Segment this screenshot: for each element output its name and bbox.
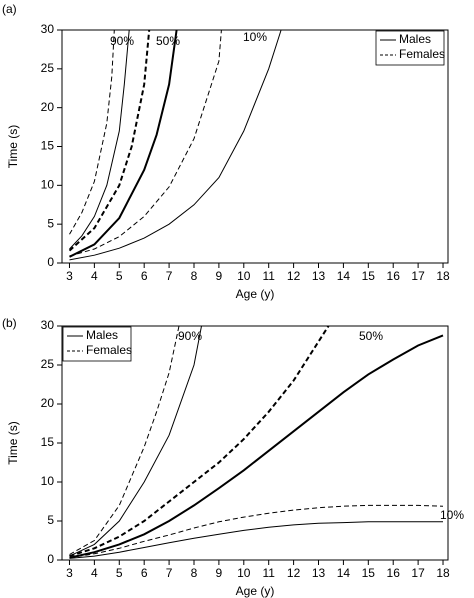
x-tick-label: 8 <box>191 566 198 580</box>
annotation: 50% <box>359 329 383 343</box>
data-line <box>69 325 330 558</box>
x-axis-label: Age (y) <box>236 584 275 598</box>
data-line <box>69 325 202 557</box>
x-tick-label: 5 <box>116 566 123 580</box>
y-tick-label: 30 <box>41 318 55 332</box>
y-tick-label: 25 <box>41 357 55 371</box>
annotation: 10% <box>440 508 464 522</box>
x-tick-label: 18 <box>436 566 450 580</box>
x-tick-label: 3 <box>66 269 73 283</box>
y-tick-label: 5 <box>47 216 54 230</box>
data-line <box>69 29 282 261</box>
x-tick-label: 4 <box>91 269 98 283</box>
y-tick-label: 5 <box>47 513 54 527</box>
panel-title: (a) <box>2 2 17 16</box>
annotation: 50% <box>156 34 180 48</box>
legend-label: Males <box>86 328 118 342</box>
annotation: 90% <box>110 34 134 48</box>
y-tick-label: 20 <box>41 396 55 410</box>
panel-title: (b) <box>2 316 17 330</box>
x-tick-label: 14 <box>337 269 351 283</box>
y-tick-label: 10 <box>41 474 55 488</box>
data-line <box>69 29 115 235</box>
data-line <box>69 504 444 559</box>
y-tick-label: 15 <box>41 139 55 153</box>
legend-box <box>62 326 132 362</box>
x-tick-label: 11 <box>262 269 275 283</box>
x-axis-label: Age (y) <box>236 287 275 301</box>
x-tick-label: 7 <box>166 269 173 283</box>
x-tick-label: 9 <box>216 269 223 283</box>
x-tick-label: 10 <box>237 269 251 283</box>
x-tick-label: 17 <box>411 566 425 580</box>
data-line <box>69 29 130 250</box>
data-line <box>69 521 443 559</box>
y-tick-label: 10 <box>41 178 55 192</box>
x-tick-label: 13 <box>312 269 326 283</box>
legend-label: Females <box>399 47 445 61</box>
x-tick-label: 17 <box>411 269 425 283</box>
x-tick-label: 12 <box>287 269 301 283</box>
y-tick-label: 0 <box>47 552 54 566</box>
data-line <box>69 29 222 257</box>
x-tick-label: 15 <box>362 566 376 580</box>
data-line <box>69 29 178 258</box>
x-tick-label: 12 <box>287 566 301 580</box>
y-axis-label: Time (s) <box>6 421 20 465</box>
x-tick-label: 6 <box>141 269 148 283</box>
data-line <box>69 325 180 555</box>
x-tick-label: 9 <box>216 566 223 580</box>
x-tick-label: 16 <box>387 566 401 580</box>
x-tick-label: 15 <box>362 269 376 283</box>
annotation: 90% <box>178 329 202 343</box>
x-tick-label: 4 <box>91 566 98 580</box>
x-tick-label: 6 <box>141 566 148 580</box>
y-tick-label: 25 <box>41 61 55 75</box>
x-tick-label: 5 <box>116 269 123 283</box>
annotation: 10% <box>243 30 267 44</box>
y-tick-label: 15 <box>41 435 55 449</box>
legend-label: Females <box>86 343 132 357</box>
y-axis-label: Time (s) <box>6 125 20 169</box>
data-line <box>69 334 444 559</box>
x-tick-label: 10 <box>237 566 251 580</box>
legend-box <box>375 30 445 66</box>
legend-label: Males <box>399 32 431 46</box>
data-line <box>68 29 151 252</box>
x-tick-label: 3 <box>66 566 73 580</box>
y-tick-label: 20 <box>41 100 55 114</box>
y-tick-label: 0 <box>47 255 54 269</box>
x-tick-label: 8 <box>191 269 198 283</box>
x-tick-label: 16 <box>387 269 401 283</box>
x-tick-label: 14 <box>337 566 351 580</box>
x-tick-label: 11 <box>262 566 275 580</box>
x-tick-label: 18 <box>436 269 450 283</box>
x-tick-label: 7 <box>166 566 173 580</box>
y-tick-label: 30 <box>41 22 55 36</box>
x-tick-label: 13 <box>312 566 326 580</box>
